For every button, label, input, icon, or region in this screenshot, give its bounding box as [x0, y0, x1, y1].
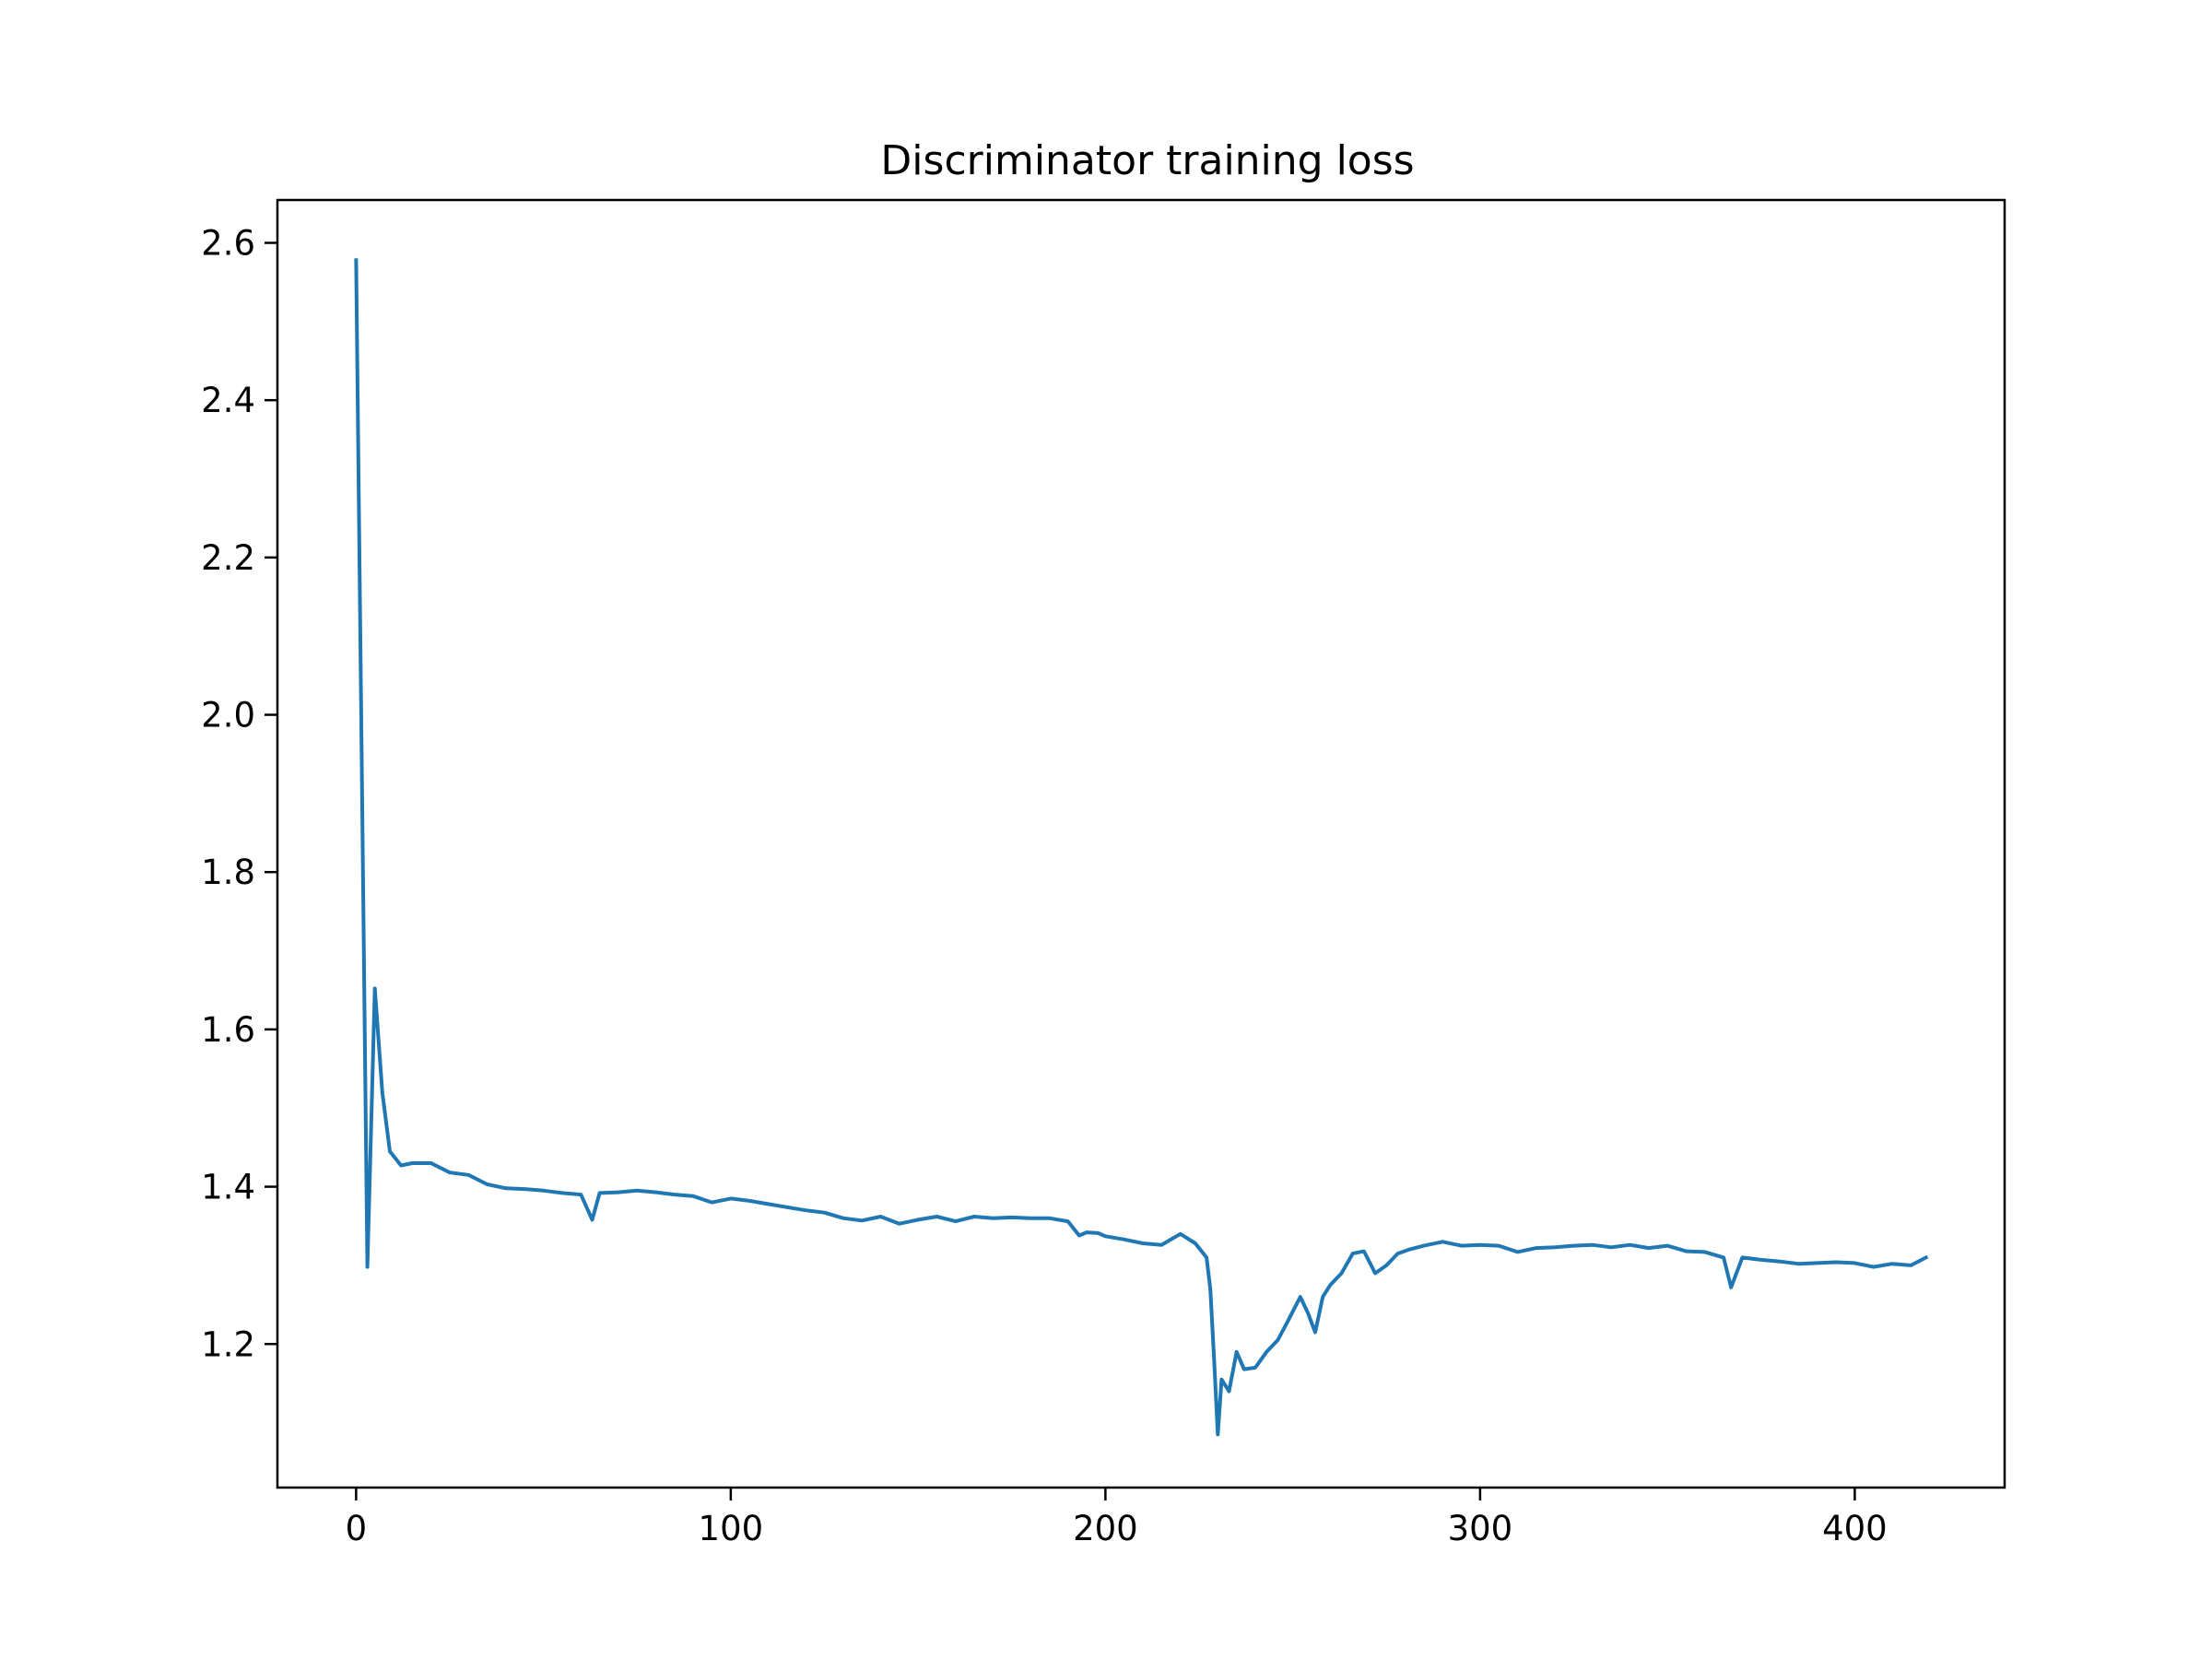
x-tick-label: 300	[1448, 1509, 1513, 1548]
y-tick-label: 2.2	[201, 538, 255, 578]
x-axis-ticks: 0 100 200 300 400	[346, 1488, 1888, 1548]
x-tick-label: 200	[1073, 1509, 1138, 1548]
plot-frame	[276, 198, 2006, 1489]
y-tick-label: 1.8	[201, 853, 255, 892]
x-tick-label: 100	[699, 1509, 764, 1548]
y-tick-label: 1.2	[201, 1324, 255, 1364]
y-axis-ticks: 1.2 1.4 1.6 1.8 2.0 2.2 2.4 2.6	[201, 224, 277, 1364]
y-tick-label: 1.6	[201, 1010, 255, 1050]
x-tick-label: 0	[346, 1509, 368, 1548]
chart-title: Discriminator training loss	[880, 137, 1414, 184]
series-line	[354, 258, 1929, 1437]
y-tick-label: 2.6	[201, 224, 255, 264]
y-tick-label: 2.0	[201, 696, 255, 735]
y-tick-label: 2.4	[201, 381, 255, 420]
x-tick-label: 400	[1822, 1509, 1888, 1548]
y-tick-label: 1.4	[201, 1168, 255, 1207]
